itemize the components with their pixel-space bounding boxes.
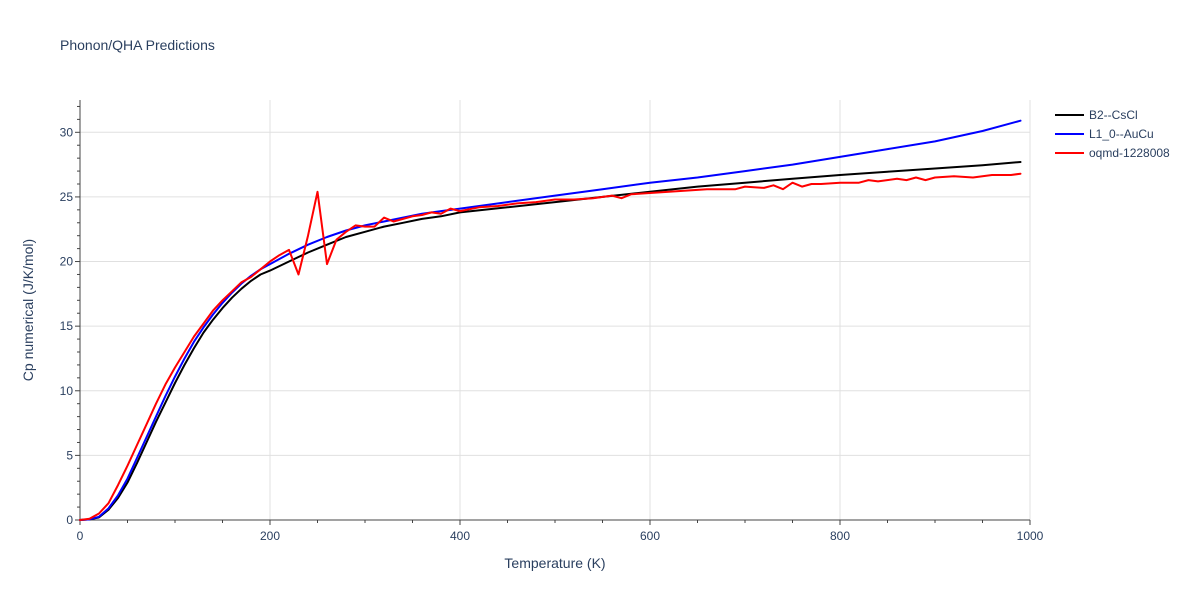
y-tick-label: 25 xyxy=(60,190,74,204)
x-tick-label: 1000 xyxy=(1017,529,1044,543)
x-axis-title: Temperature (K) xyxy=(504,555,605,571)
y-tick-label: 10 xyxy=(60,384,74,398)
y-tick-label: 0 xyxy=(66,513,73,527)
y-axis-title: Cp numerical (J/K/mol) xyxy=(20,239,36,381)
x-tick-label: 400 xyxy=(450,529,470,543)
y-tick-label: 30 xyxy=(60,125,74,139)
x-tick-label: 200 xyxy=(260,529,280,543)
y-tick-label: 20 xyxy=(60,255,74,269)
x-tick-label: 0 xyxy=(77,529,84,543)
legend: B2--CsCl L1_0--AuCu oqmd-1228008 xyxy=(1055,108,1170,160)
series-line-3 xyxy=(79,172,1022,521)
series-line-1 xyxy=(79,161,1022,521)
chart-title: Phonon/QHA Predictions xyxy=(60,37,215,53)
y-tick-label: 5 xyxy=(66,448,73,462)
series-layer xyxy=(79,119,1022,521)
series-line-2 xyxy=(79,119,1022,521)
legend-label-2: L1_0--AuCu xyxy=(1089,127,1154,141)
legend-label-3: oqmd-1228008 xyxy=(1089,146,1170,160)
y-tick-label: 15 xyxy=(60,319,74,333)
x-tick-label: 800 xyxy=(830,529,850,543)
grid xyxy=(80,100,1031,520)
axes: 0 200 400 600 800 1000 0 5 10 15 20 25 30 xyxy=(60,100,1044,543)
legend-label-1: B2--CsCl xyxy=(1089,108,1138,122)
x-tick-label: 600 xyxy=(640,529,660,543)
